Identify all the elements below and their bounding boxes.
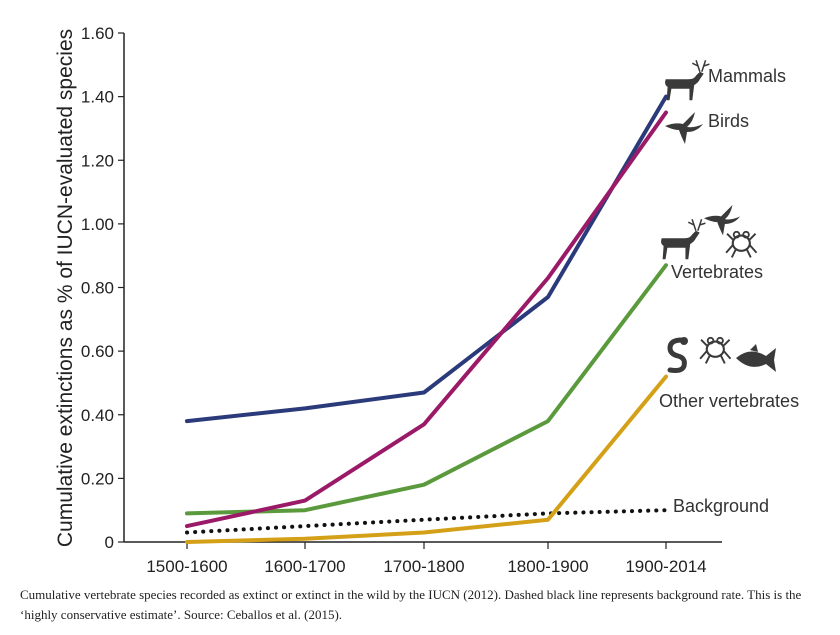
y-tick-label: 1.40 [81,88,114,107]
series-labels: Mammals Birds Vertebrates Other vertebrates… [659,66,799,516]
series-line-background [185,508,668,535]
deer-icon [661,219,706,260]
birds-icon-group [665,112,703,144]
x-tick-label: 1600-1700 [264,557,345,576]
series-icons [661,60,776,373]
series-label-mammals: Mammals [708,66,786,86]
series-label-vertebrates: Vertebrates [671,262,763,282]
series-line-vertebrates [185,263,668,516]
y-tick-label: 1.60 [81,24,114,43]
y-tick-label: 0.80 [81,279,114,298]
x-tick-label: 1500-1600 [146,557,227,576]
fish-icon [736,344,776,372]
axes: 0 0.20 0.40 0.60 0.80 1.00 1.20 1.40 1.60 1500-16… [54,24,722,576]
series-lines [185,94,668,544]
y-tick-label: 0.60 [81,342,114,361]
extinctions-chart: 0 0.20 0.40 0.60 0.80 1.00 1.20 1.40 1.60 1500-16… [54,24,799,576]
figure-caption: Cumulative vertebrate species recorded a… [20,587,802,622]
y-tick-label: 1.20 [81,151,114,170]
y-axis-label: Cumulative extinctions as % of IUCN-eval… [54,29,77,547]
x-tick-label: 1900-2014 [625,557,706,576]
vertebrates-icon [661,205,758,260]
series-label-birds: Birds [708,111,749,131]
bird-icon [704,205,741,236]
other-vertebrates-icon [667,336,776,373]
y-tick-label: 0.20 [81,469,114,488]
frog-icon [699,336,732,364]
series-label-other-vertebrates: Other vertebrates [659,391,799,411]
series-line-birds [185,110,668,529]
series-line-other-vertebrates [185,374,668,544]
deer-icon [665,60,710,101]
y-tick-label: 1.00 [81,215,114,234]
frog-icon [725,230,758,258]
snake-icon [667,337,688,373]
x-tick-label: 1700-1800 [383,557,464,576]
x-tick-label: 1800-1900 [507,557,588,576]
y-tick-label: 0 [105,533,114,552]
series-label-background: Background [673,496,769,516]
bird-icon [665,112,703,144]
y-tick-label: 0.40 [81,406,114,425]
mammals-icon-group [665,60,710,101]
series-line-mammals [185,94,668,424]
